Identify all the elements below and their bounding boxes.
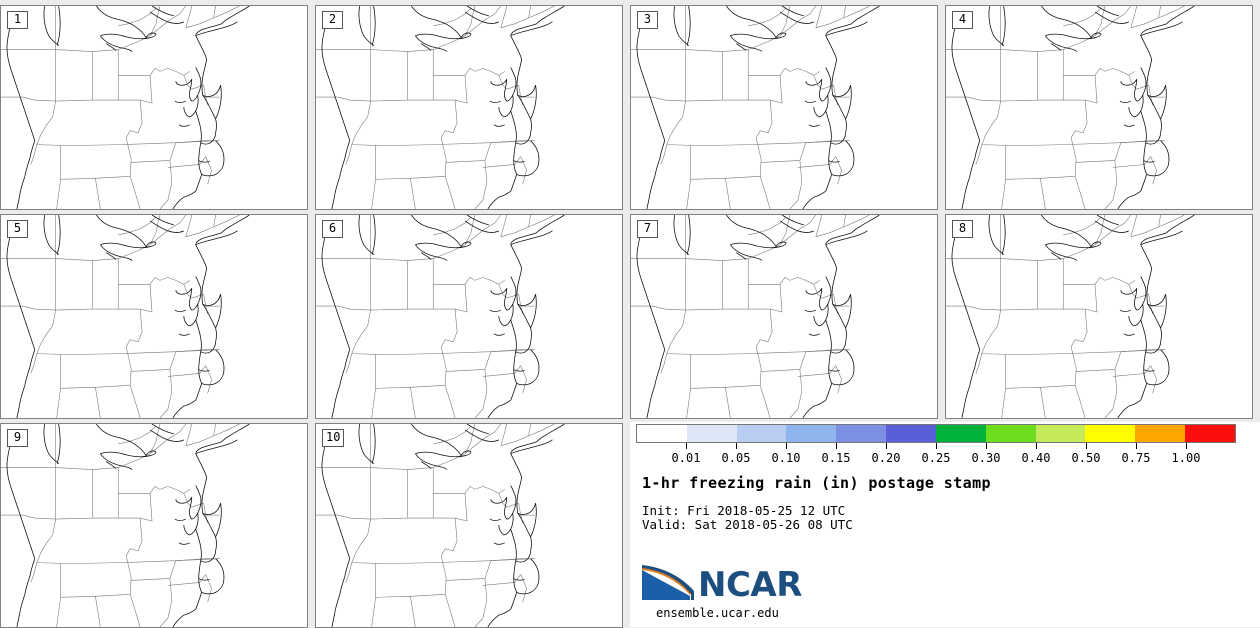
colorbar-band	[637, 425, 687, 442]
ensemble-member-panel[interactable]: 2	[315, 5, 623, 210]
colorbar-tick-label: 0.40	[1021, 451, 1051, 465]
colorbar-tick-label: 0.20	[871, 451, 901, 465]
ensemble-member-panel[interactable]: 9	[0, 423, 308, 628]
ensemble-member-panel[interactable]: 8	[945, 214, 1253, 419]
colorbar-tick	[886, 443, 887, 449]
panel-number-label: 5	[7, 220, 28, 238]
panel-number-label: 7	[637, 220, 658, 238]
colorbar-tick-label: 0.10	[771, 451, 801, 465]
colorbar-tick	[786, 443, 787, 449]
colorbar-band	[935, 425, 986, 442]
ncar-logo: NCAR ensemble.ucar.edu	[640, 556, 802, 620]
ensemble-member-panel[interactable]: 10	[315, 423, 623, 628]
colorbar-band	[1135, 425, 1186, 442]
colorbar-tick	[1036, 443, 1037, 449]
page-title: 1-hr freezing rain (in) postage stamp	[642, 474, 991, 492]
colorbar-band	[1035, 425, 1086, 442]
colorbar-tick	[836, 443, 837, 449]
colorbar-tick-label: 0.25	[921, 451, 951, 465]
ncar-url-text: ensemble.ucar.edu	[656, 606, 779, 620]
colorbar-tick	[686, 443, 687, 449]
ncar-wordmark: NCAR	[698, 565, 802, 605]
colorbar-band	[736, 425, 787, 442]
colorbar-band	[985, 425, 1036, 442]
colorbar-ticks	[636, 443, 1236, 451]
colorbar-tick	[936, 443, 937, 449]
colorbar-band	[1185, 425, 1235, 442]
panel-number-label: 10	[322, 429, 345, 447]
colorbar-tick-label: 0.50	[1071, 451, 1101, 465]
panel-number-label: 3	[637, 11, 658, 29]
colorbar-tick-label: 1.00	[1171, 451, 1201, 465]
colorbar-tick	[1186, 443, 1187, 449]
ncar-swoosh-icon	[642, 565, 694, 600]
panel-number-label: 6	[322, 220, 343, 238]
colorbar-band	[786, 425, 837, 442]
colorbar-tick	[736, 443, 737, 449]
colorbar-tick-label: 0.30	[971, 451, 1001, 465]
valid-time-text: Valid: Sat 2018-05-26 08 UTC	[642, 517, 853, 532]
colorbar-band	[686, 425, 737, 442]
colorbar-tick-label: 0.05	[721, 451, 751, 465]
colorbar-tick	[1086, 443, 1087, 449]
colorbar-tick	[986, 443, 987, 449]
panel-number-label: 9	[7, 429, 28, 447]
colorbar-band	[886, 425, 936, 442]
colorbar-tick-labels: 0.01 0.05 0.10 0.15 0.20 0.25 0.30 0.40 0.50 0.75…	[636, 451, 1236, 467]
ensemble-member-panel[interactable]: 7	[630, 214, 938, 419]
ensemble-member-panel[interactable]: 3	[630, 5, 938, 210]
colorbar-band	[836, 425, 887, 442]
colorbar-tick-label: 0.01	[671, 451, 701, 465]
panel-number-label: 2	[322, 11, 343, 29]
ensemble-member-panel[interactable]: 5	[0, 214, 308, 419]
colorbar-band	[1085, 425, 1136, 442]
panel-number-label: 1	[7, 11, 28, 29]
panel-number-label: 8	[952, 220, 973, 238]
ensemble-member-panel[interactable]: 4	[945, 5, 1253, 210]
colorbar-tick-label: 0.75	[1121, 451, 1151, 465]
colorbar-bands	[636, 424, 1236, 443]
colorbar-tick-label: 0.15	[821, 451, 851, 465]
ensemble-member-panel[interactable]: 1	[0, 5, 308, 210]
ensemble-member-panel[interactable]: 6	[315, 214, 623, 419]
colorbar-tick	[1136, 443, 1137, 449]
colorbar: 0.01 0.05 0.10 0.15 0.20 0.25 0.30 0.40 0.50 0.75…	[636, 424, 1236, 467]
panel-number-label: 4	[952, 11, 973, 29]
legend-region: 0.01 0.05 0.10 0.15 0.20 0.25 0.30 0.40 0.50 0.75…	[630, 422, 1260, 627]
init-time-text: Init: Fri 2018-05-25 12 UTC	[642, 503, 846, 518]
